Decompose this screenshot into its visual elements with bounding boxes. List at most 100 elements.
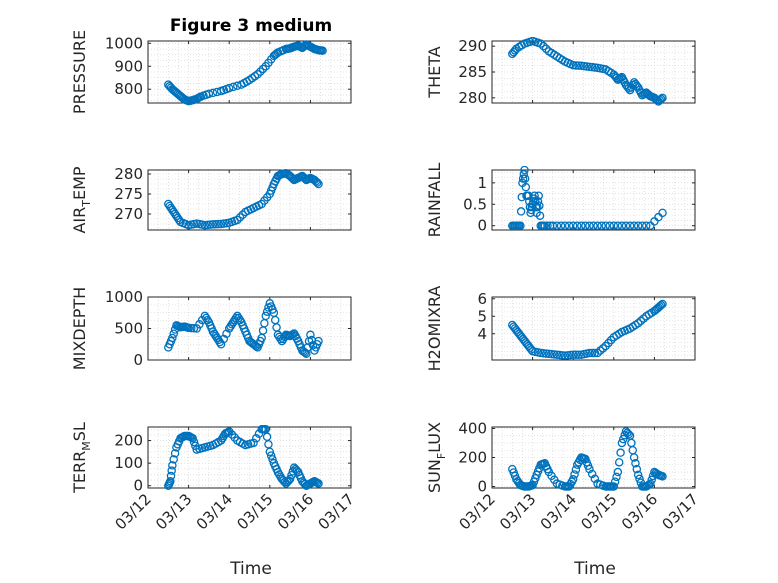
data-point [633, 221, 643, 230]
y-tick-label: 1000 [105, 34, 143, 52]
data-point [590, 348, 600, 358]
data-point [596, 346, 605, 355]
data-point [609, 482, 619, 491]
data-point [568, 350, 578, 359]
data-point [235, 213, 245, 222]
data-point [597, 221, 606, 230]
y-tick-label: 800 [114, 80, 143, 98]
y-tick-label: 0.5 [463, 195, 487, 213]
data-point [189, 437, 199, 447]
data-point [167, 466, 176, 475]
y-tick-label: 290 [458, 37, 487, 55]
data-point [571, 465, 581, 474]
y-tick-label: 280 [458, 89, 487, 107]
data-point [287, 470, 296, 480]
data-point [587, 469, 597, 479]
data-point [637, 221, 647, 230]
y-tick-label: 400 [458, 419, 487, 437]
data-point [211, 331, 220, 341]
data-point [619, 434, 628, 444]
x-tick-label: 03/17 [315, 490, 358, 533]
data-point [516, 221, 525, 230]
x-tick-label: 03/17 [659, 490, 702, 533]
subplot-rainfall: 0 0.5 1 RAINFALL [425, 163, 696, 237]
data-point [536, 39, 545, 48]
data-point [612, 472, 621, 482]
data-point [534, 191, 543, 200]
data-point [535, 201, 544, 210]
y-tick-label: 1000 [105, 288, 143, 306]
y-tick-label: 285 [458, 63, 487, 81]
data-point [587, 348, 597, 358]
y-tick-label: 500 [114, 320, 143, 338]
data-point [589, 221, 598, 230]
y-axis-label: THETA [425, 46, 444, 98]
data-point [552, 350, 562, 359]
data-point [658, 93, 667, 103]
data-point [568, 221, 578, 230]
data-point [655, 302, 665, 311]
data-point [656, 300, 666, 310]
y-axis-label: MIXDEPTH [70, 287, 89, 370]
data-point [633, 318, 643, 328]
data-point [208, 88, 218, 98]
x-tick-label: 03/16 [274, 490, 317, 533]
y-axis-label: PRESSURE [70, 30, 89, 114]
data-point [229, 82, 238, 92]
subplot-mixdepth: 0 500 1000 MIXDEPTH [70, 287, 352, 370]
x-tick-label: 03/13 [152, 490, 195, 533]
y-tick-label: 280 [114, 165, 143, 183]
data-point [574, 350, 583, 359]
data-point [224, 83, 234, 93]
data-point [203, 220, 212, 230]
data-point [188, 434, 197, 443]
subplot-theta: 280 285 290 THETA [425, 37, 696, 107]
data-point [519, 170, 529, 179]
series-markers [164, 168, 323, 230]
data-point [288, 467, 298, 476]
data-point [590, 474, 600, 484]
data-point [585, 464, 594, 474]
data-point [558, 351, 567, 360]
data-point [169, 329, 178, 338]
data-point [570, 470, 579, 479]
data-point [555, 350, 564, 360]
data-point [303, 343, 312, 352]
y-tick-label: 275 [114, 185, 143, 203]
data-point [617, 221, 627, 230]
data-point [652, 95, 662, 105]
series-markers [164, 40, 327, 106]
data-point [277, 336, 287, 346]
y-axis-label: TERRMSL [70, 422, 93, 494]
y-tick-label: 270 [114, 205, 143, 223]
data-point [550, 350, 559, 359]
x-axis-label-right: Time [573, 559, 616, 579]
data-point [541, 349, 551, 358]
data-point [535, 211, 545, 220]
y-tick-label: 0 [133, 351, 143, 369]
axes-box [491, 169, 696, 231]
y-axis-label: SUNFLUX [425, 422, 448, 493]
data-point [610, 477, 620, 486]
data-point [568, 475, 578, 484]
data-point [598, 344, 608, 353]
data-point [227, 320, 237, 329]
y-axis-label: AIRTEMP [70, 166, 93, 233]
data-point [601, 221, 610, 230]
x-tick-label: 03/12 [112, 490, 155, 533]
data-point [520, 166, 529, 175]
data-point [616, 448, 625, 457]
data-point [625, 221, 635, 230]
x-tick-label: 03/16 [618, 490, 661, 533]
data-point [658, 208, 667, 218]
data-point [577, 221, 586, 230]
data-point [226, 322, 235, 331]
data-point [632, 81, 642, 91]
data-point [169, 455, 178, 464]
data-point [544, 349, 554, 359]
data-point [533, 202, 542, 212]
data-point [646, 479, 655, 488]
